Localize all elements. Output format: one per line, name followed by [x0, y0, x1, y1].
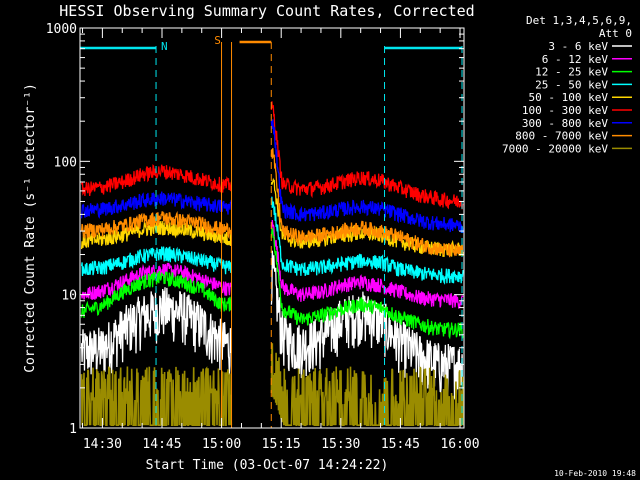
legend-label-6: 300 - 800 keV [522, 117, 608, 130]
series-3 [80, 196, 464, 285]
x-axis-ticks: 14:30 14:45 15:00 15:15 15:30 15:45 16:00 [82, 28, 480, 452]
series-line-2-after-gap [270, 228, 464, 340]
series-line-1-after-gap [270, 219, 464, 309]
series-7 [80, 148, 464, 258]
legend-label-4: 50 - 100 keV [529, 91, 609, 104]
series-line-8-before-gap [80, 366, 233, 427]
series-line-6-after-gap [270, 119, 464, 234]
saa-label: S [214, 34, 221, 47]
x-tick-label-1: 14:45 [142, 437, 181, 452]
generation-timestamp: 10-Feb-2010 19:48 [554, 469, 636, 478]
series-line-7-before-gap [80, 210, 232, 240]
night-label: N [161, 40, 168, 53]
y-tick-label-3: 1000 [46, 22, 77, 37]
y-tick-label-2: 100 [54, 155, 77, 170]
x-tick-label-0: 14:30 [83, 437, 122, 452]
series-2 [80, 228, 464, 340]
x-tick-label-2: 15:00 [202, 437, 241, 452]
series-line-5-after-gap [270, 101, 464, 210]
y-axis-label: Corrected Count Rate (s⁻¹ detector⁻¹) [23, 83, 38, 373]
x-tick-label-4: 15:30 [321, 437, 360, 452]
legend-label-2: 12 - 25 keV [535, 66, 608, 79]
x-axis-label: Start Time (03-Oct-07 14:24:22) [146, 458, 389, 473]
x-tick-label-5: 15:45 [381, 437, 420, 452]
series-line-8-after-gap [270, 343, 464, 427]
legend-label-0: 3 - 6 keV [548, 40, 608, 53]
legend-label-8: 7000 - 20000 keV [502, 142, 608, 155]
legend-label-7: 800 - 7000 keV [515, 130, 608, 143]
legend-label-5: 100 - 300 keV [522, 104, 608, 117]
x-tick-label-3: 15:15 [262, 437, 301, 452]
series-line-0-after-gap [270, 250, 464, 402]
series-line-3-after-gap [271, 196, 464, 285]
series-0 [80, 250, 464, 402]
legend-label-3: 25 - 50 keV [535, 78, 608, 91]
series-line-7-after-gap [270, 148, 464, 258]
legend-label-1: 6 - 12 keV [542, 53, 609, 66]
series-8 [80, 343, 464, 427]
series-line-0-before-gap [80, 287, 232, 376]
y-tick-label-0: 1 [69, 422, 77, 437]
y-axis-ticks: 1 10 100 1000 [46, 22, 464, 437]
plot-frame [79, 27, 465, 429]
series-line-2-before-gap [80, 270, 232, 318]
legend-title-line-2: Att 0 [599, 27, 632, 40]
legend-title-line-1: Det 1,3,4,5,6,9, [526, 14, 632, 27]
chart-title: HESSI Observing Summary Count Rates, Cor… [59, 2, 474, 20]
series-line-3-before-gap [80, 246, 232, 277]
x-tick-label-6: 16:00 [440, 437, 479, 452]
y-tick-label-1: 10 [61, 289, 77, 304]
